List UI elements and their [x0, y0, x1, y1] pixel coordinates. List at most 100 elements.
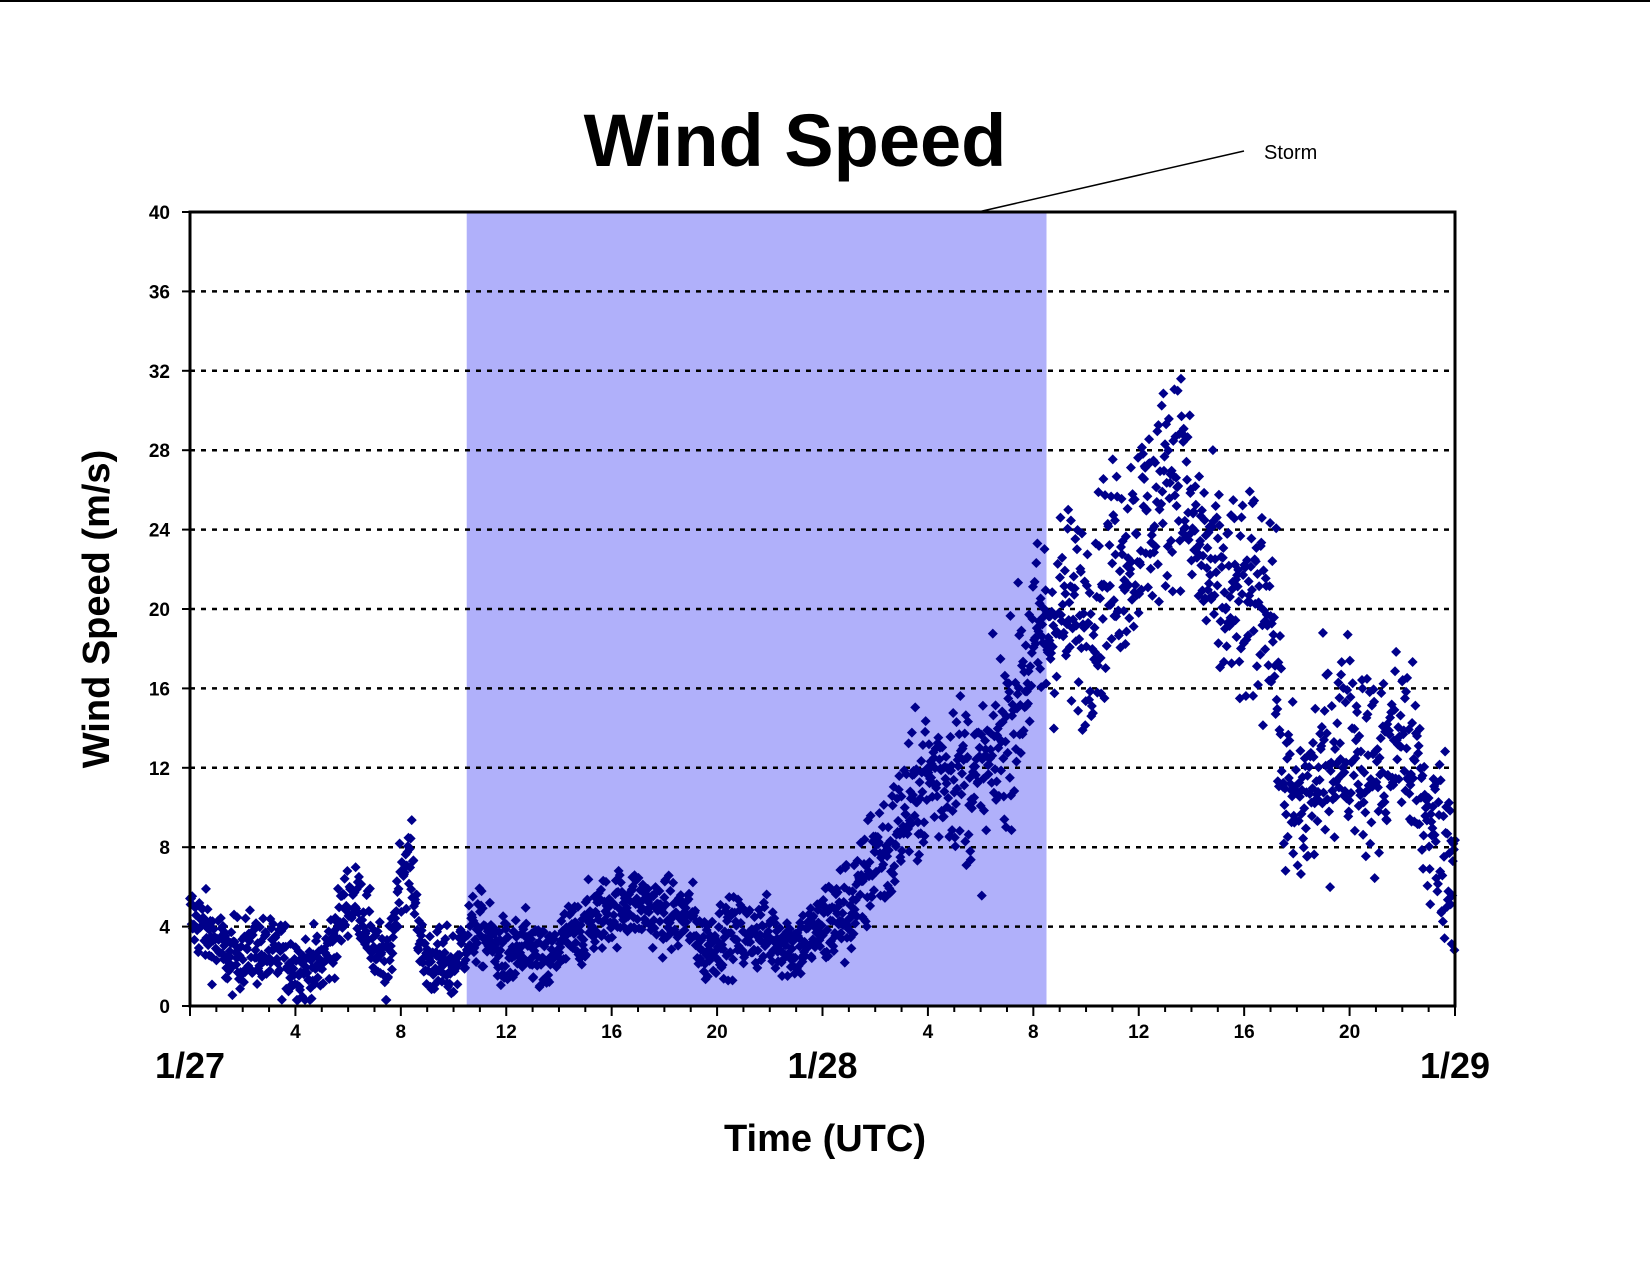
data-point [1210, 501, 1221, 512]
data-point [1359, 767, 1370, 778]
data-point [484, 897, 495, 908]
data-point [581, 949, 592, 960]
x-tick-label: 8 [1028, 1022, 1039, 1043]
data-point [632, 914, 643, 925]
data-point [657, 952, 668, 963]
data-point [1265, 517, 1276, 528]
data-point [1393, 774, 1404, 785]
data-point [1369, 696, 1380, 707]
data-point [1166, 535, 1177, 546]
data-point [1401, 743, 1412, 754]
data-point [1432, 878, 1443, 889]
data-point [832, 887, 843, 898]
data-point [896, 791, 907, 802]
data-point [1054, 572, 1065, 583]
data-point [861, 921, 872, 932]
data-point [850, 918, 861, 929]
data-point [1243, 576, 1254, 587]
y-tick-label: 12 [149, 759, 170, 780]
date-labels: 1/27 1/28 1/29 [155, 1045, 1490, 1086]
data-point [1064, 642, 1075, 653]
data-point [1253, 679, 1264, 690]
data-point [597, 943, 608, 954]
data-point [1018, 725, 1029, 736]
data-point [394, 838, 405, 849]
data-point [1366, 817, 1377, 828]
data-point [1250, 556, 1261, 567]
data-point [1349, 825, 1360, 836]
data-point [1280, 865, 1291, 876]
data-point [383, 971, 394, 982]
data-point [1260, 573, 1271, 584]
data-point [312, 931, 323, 942]
data-point [1068, 571, 1079, 582]
data-point [1138, 448, 1149, 459]
data-point [873, 837, 884, 848]
data-point [1230, 615, 1241, 626]
data-point [1412, 731, 1423, 742]
data-point [608, 910, 619, 921]
data-point [1085, 608, 1096, 619]
data-point [1379, 797, 1390, 808]
data-point [1229, 513, 1240, 524]
data-point [1391, 646, 1402, 657]
data-point [1009, 786, 1020, 797]
x-tick-label: 8 [396, 1022, 407, 1043]
data-point [1317, 627, 1328, 638]
data-point [392, 921, 403, 932]
data-point [886, 886, 897, 897]
date-label: 1/28 [787, 1045, 857, 1086]
data-point [966, 803, 977, 814]
data-point [878, 799, 889, 810]
data-point [965, 854, 976, 865]
data-point [999, 670, 1010, 681]
data-point [1374, 847, 1385, 858]
data-point [1343, 806, 1354, 817]
data-point [1066, 695, 1077, 706]
data-point [1246, 533, 1257, 544]
data-point [980, 735, 991, 746]
data-point [462, 929, 473, 940]
data-point [1432, 886, 1443, 897]
data-point [669, 924, 680, 935]
data-point [1092, 660, 1103, 671]
data-point [572, 901, 583, 912]
data-point [660, 899, 671, 910]
data-point [1342, 629, 1353, 640]
data-point [1101, 640, 1112, 651]
data-point [1163, 445, 1174, 456]
data-point [1190, 481, 1201, 492]
data-point [1354, 730, 1365, 741]
data-point [786, 943, 797, 954]
data-point [1298, 833, 1309, 844]
data-point [931, 779, 942, 790]
y-tick-label: 4 [159, 918, 170, 939]
data-point [939, 786, 950, 797]
data-point [350, 862, 361, 873]
data-point [521, 918, 532, 929]
data-point [1430, 836, 1441, 847]
data-point [471, 956, 482, 967]
data-point [1358, 829, 1369, 840]
data-point [1048, 620, 1059, 631]
data-point [941, 751, 952, 762]
data-point [1107, 454, 1118, 465]
data-point [476, 886, 487, 897]
data-point [919, 817, 930, 828]
data-point [460, 962, 471, 973]
data-point [1437, 870, 1448, 881]
data-point [1201, 615, 1212, 626]
data-point [998, 753, 1009, 764]
data-point [1347, 678, 1358, 689]
data-point [818, 895, 829, 906]
data-point [1276, 766, 1287, 777]
x-tick-label: 20 [707, 1022, 728, 1043]
data-point [1173, 481, 1184, 492]
data-point [839, 957, 850, 968]
data-point [956, 789, 967, 800]
data-point [642, 883, 653, 894]
data-point [916, 756, 927, 767]
data-point [467, 891, 478, 902]
data-point [1150, 457, 1161, 468]
data-point [1006, 825, 1017, 836]
